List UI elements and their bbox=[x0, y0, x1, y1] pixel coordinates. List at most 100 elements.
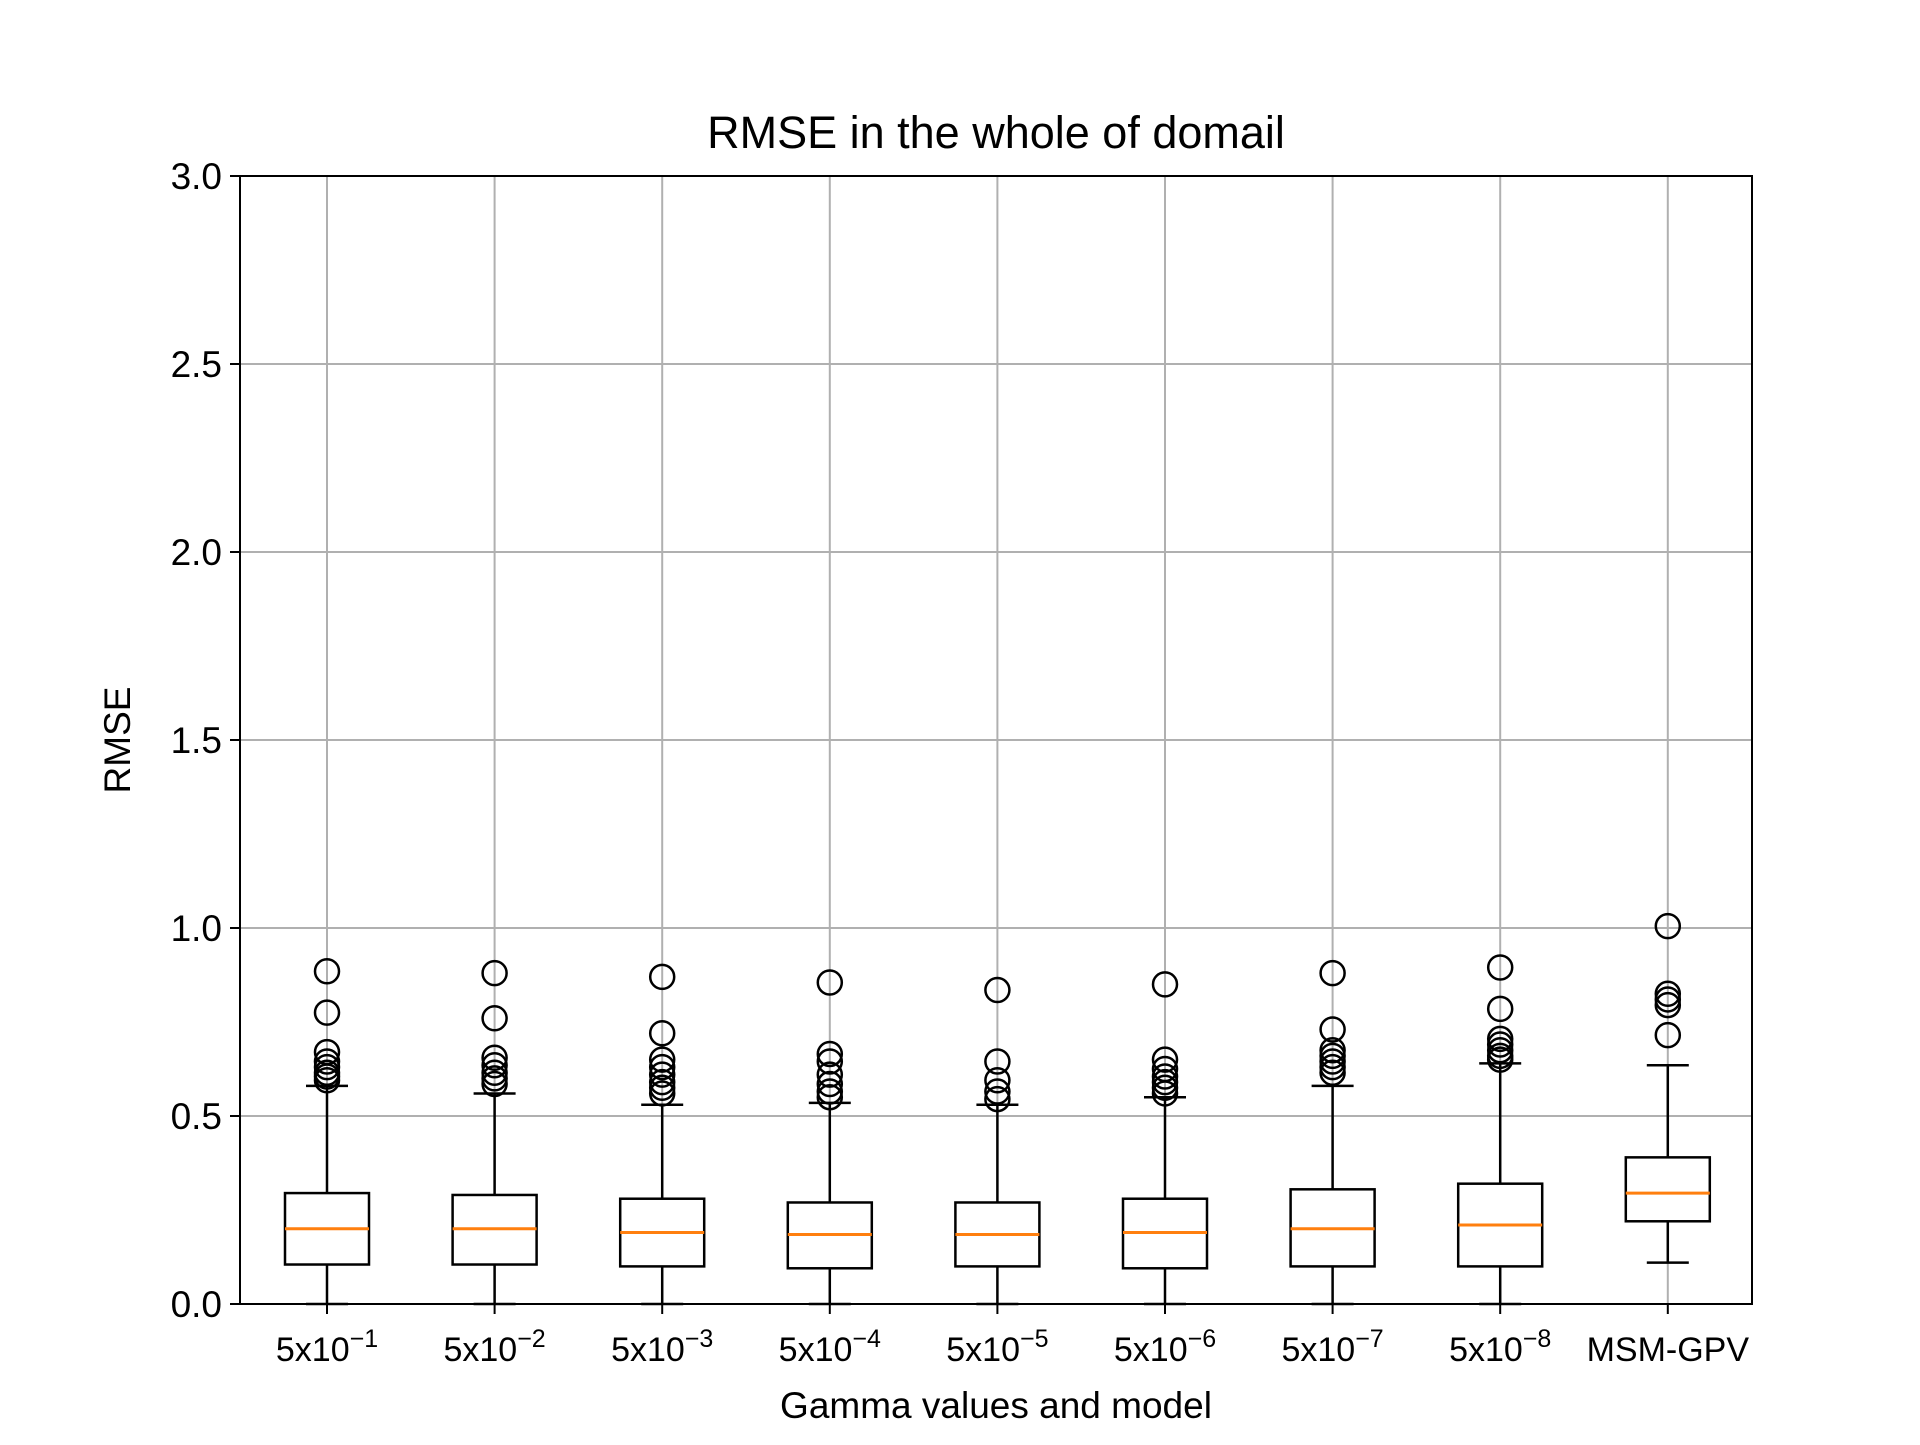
box-group bbox=[1624, 912, 1712, 1264]
y-tick-label: 3.0 bbox=[171, 156, 222, 197]
x-tick-label-exponent: −7 bbox=[1355, 1325, 1384, 1353]
outlier-point bbox=[1486, 995, 1514, 1023]
x-tick-label-exponent: −5 bbox=[1020, 1325, 1049, 1353]
outlier-point bbox=[816, 1040, 844, 1068]
outlier-point bbox=[313, 1053, 341, 1081]
outlier-point bbox=[648, 1061, 676, 1088]
x-tick-label-base: 5x10 bbox=[1281, 1331, 1355, 1369]
outlier-point bbox=[1319, 959, 1346, 987]
outlier-point bbox=[816, 1048, 844, 1075]
x-tick-label-base: 5x10 bbox=[443, 1331, 517, 1369]
x-tick-label-exponent: −4 bbox=[852, 1325, 881, 1353]
outlier-point bbox=[816, 1083, 844, 1111]
outlier-point bbox=[1151, 1080, 1179, 1107]
outlier-point bbox=[1654, 986, 1682, 1013]
chart-title: RMSE in the whole of domail bbox=[707, 107, 1285, 158]
x-tick-label-base: 5x10 bbox=[611, 1331, 685, 1369]
x-tick-label-base: 5x10 bbox=[276, 1331, 350, 1369]
x-tick-label: 5x10−8 bbox=[1449, 1325, 1551, 1369]
x-tick-label-exponent: −8 bbox=[1523, 1325, 1552, 1353]
outlier-point bbox=[1319, 1048, 1346, 1075]
outlier-point bbox=[1319, 1016, 1346, 1043]
x-tick-label: 5x10−7 bbox=[1281, 1325, 1383, 1369]
outlier-point bbox=[816, 1061, 844, 1088]
x-tick-label: 5x10−3 bbox=[611, 1325, 713, 1369]
x-tick-label: 5x10−6 bbox=[1114, 1325, 1216, 1369]
x-tick-label-exponent: −3 bbox=[685, 1325, 714, 1353]
outlier-point bbox=[481, 1070, 508, 1098]
y-tick-label: 0.0 bbox=[171, 1284, 222, 1325]
outlier-point bbox=[1486, 1046, 1514, 1073]
outlier-point bbox=[648, 1068, 676, 1096]
y-axis-label: RMSE bbox=[97, 687, 138, 794]
box-group bbox=[1289, 959, 1376, 1306]
outlier-point bbox=[648, 1046, 676, 1073]
x-tick-label-base: 5x10 bbox=[1449, 1331, 1523, 1369]
outlier-point bbox=[313, 957, 341, 985]
outlier-point bbox=[1486, 1025, 1514, 1053]
y-tick-label: 0.5 bbox=[171, 1096, 222, 1137]
box-group bbox=[1121, 971, 1209, 1306]
iqr-box bbox=[1624, 1156, 1712, 1223]
x-tick-label: 5x10−5 bbox=[946, 1325, 1048, 1369]
x-tick-label-exponent: −6 bbox=[1188, 1325, 1217, 1353]
outlier-point bbox=[816, 1078, 844, 1105]
x-tick-label-base: 5x10 bbox=[1114, 1331, 1188, 1369]
outlier-point bbox=[816, 1070, 844, 1098]
x-tick-label: 5x10−1 bbox=[276, 1325, 378, 1369]
outlier-point bbox=[313, 999, 341, 1026]
outlier-point bbox=[984, 1078, 1011, 1105]
outlier-point bbox=[1151, 1046, 1179, 1073]
x-tick-label: 5x10−4 bbox=[779, 1325, 881, 1369]
y-tick-label: 1.0 bbox=[171, 908, 222, 949]
outlier-point bbox=[481, 959, 508, 987]
outlier-point bbox=[1151, 1063, 1179, 1090]
outlier-point bbox=[1319, 1053, 1346, 1081]
outlier-point bbox=[648, 1074, 676, 1102]
outlier-point bbox=[1654, 912, 1682, 940]
outlier-point bbox=[313, 1048, 341, 1075]
outlier-point bbox=[648, 1020, 676, 1047]
y-tick-label: 2.5 bbox=[171, 344, 222, 385]
box-group bbox=[1456, 954, 1544, 1306]
outlier-point bbox=[984, 976, 1011, 1004]
x-tick-label-exponent: −2 bbox=[517, 1325, 546, 1353]
outlier-point bbox=[481, 1051, 508, 1079]
x-tick-label-base: MSM-GPV bbox=[1587, 1331, 1750, 1369]
x-tick-label-base: 5x10 bbox=[779, 1331, 853, 1369]
x-tick-label-base: 5x10 bbox=[946, 1331, 1020, 1369]
outlier-point bbox=[481, 1044, 508, 1071]
outlier-point bbox=[1151, 1074, 1179, 1102]
outlier-point bbox=[984, 1067, 1011, 1094]
box-marks-layer bbox=[283, 912, 1712, 1306]
outlier-point bbox=[984, 1048, 1011, 1075]
outlier-point bbox=[1319, 1042, 1346, 1070]
outlier-point bbox=[1486, 1036, 1514, 1064]
box-group bbox=[618, 963, 706, 1306]
x-tick-label-exponent: −1 bbox=[350, 1325, 379, 1353]
outlier-point bbox=[648, 1053, 676, 1081]
outlier-point bbox=[1151, 971, 1179, 998]
outlier-point bbox=[1151, 1068, 1179, 1096]
outlier-point bbox=[816, 969, 844, 996]
outlier-point bbox=[984, 1085, 1011, 1113]
outlier-point bbox=[1654, 980, 1682, 1008]
grid-layer bbox=[240, 175, 1752, 1305]
x-tick-label: MSM-GPV bbox=[1587, 1331, 1750, 1369]
outlier-point bbox=[1486, 1031, 1514, 1058]
x-axis-label: Gamma values and model bbox=[780, 1385, 1212, 1426]
outlier-point bbox=[481, 1065, 508, 1092]
box-group bbox=[786, 969, 874, 1306]
y-tick-label: 1.5 bbox=[171, 720, 222, 761]
outlier-point bbox=[313, 1067, 341, 1094]
outlier-point bbox=[648, 963, 676, 991]
outlier-point bbox=[1654, 1021, 1682, 1049]
outlier-point bbox=[1319, 1059, 1346, 1087]
outlier-point bbox=[1654, 991, 1682, 1019]
outlier-point bbox=[648, 1080, 676, 1107]
outlier-point bbox=[1319, 1036, 1346, 1064]
outlier-point bbox=[481, 1004, 508, 1032]
